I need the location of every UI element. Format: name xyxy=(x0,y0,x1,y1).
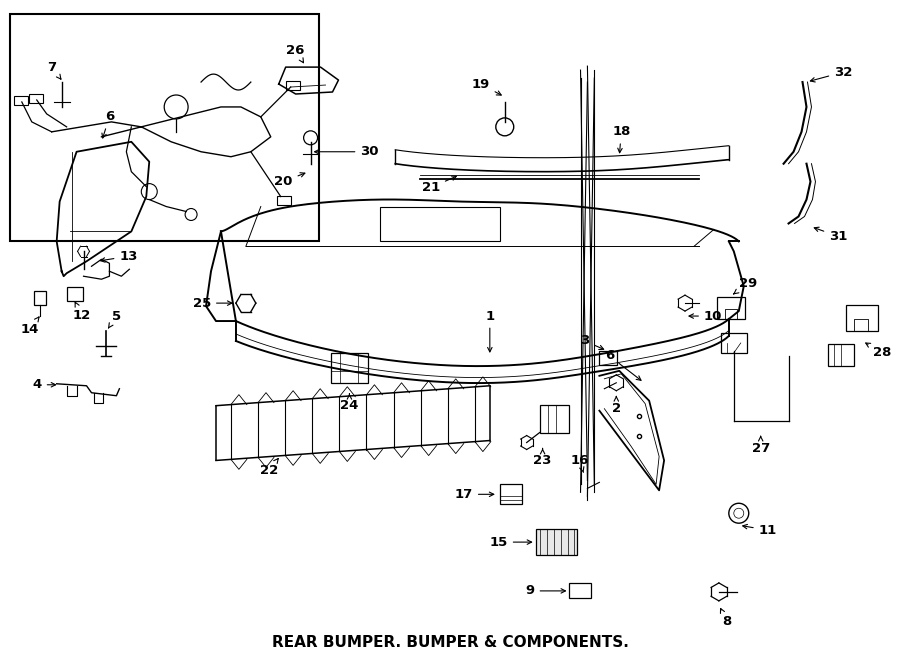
Text: 23: 23 xyxy=(534,448,552,467)
Text: 9: 9 xyxy=(526,584,565,598)
Text: 10: 10 xyxy=(689,309,723,323)
Text: 27: 27 xyxy=(752,436,770,455)
Text: 15: 15 xyxy=(490,535,532,549)
Text: 14: 14 xyxy=(21,317,39,336)
Text: 28: 28 xyxy=(866,343,892,360)
Text: REAR BUMPER. BUMPER & COMPONENTS.: REAR BUMPER. BUMPER & COMPONENTS. xyxy=(272,635,628,650)
Text: 17: 17 xyxy=(454,488,494,501)
Text: 16: 16 xyxy=(571,454,589,473)
Text: 6: 6 xyxy=(605,350,641,380)
Text: 32: 32 xyxy=(810,65,852,82)
Bar xyxy=(500,485,522,504)
Bar xyxy=(599,351,617,365)
Bar xyxy=(381,206,500,241)
Text: 20: 20 xyxy=(274,173,305,188)
Text: 26: 26 xyxy=(286,44,305,63)
Text: 22: 22 xyxy=(259,459,278,477)
Bar xyxy=(330,353,368,383)
Bar xyxy=(10,15,319,241)
Text: 21: 21 xyxy=(422,176,456,194)
Text: 13: 13 xyxy=(101,250,138,263)
Bar xyxy=(29,94,42,103)
Text: 6: 6 xyxy=(102,110,114,138)
Bar xyxy=(717,297,745,319)
Bar xyxy=(828,344,854,366)
Text: 5: 5 xyxy=(109,309,121,328)
Text: 2: 2 xyxy=(612,397,621,415)
Text: 25: 25 xyxy=(193,297,232,309)
Text: 31: 31 xyxy=(814,227,848,243)
Bar xyxy=(570,583,591,598)
Text: 4: 4 xyxy=(32,378,56,391)
Bar xyxy=(285,81,300,90)
Bar xyxy=(721,333,747,353)
Text: 8: 8 xyxy=(721,609,732,628)
Bar xyxy=(14,96,28,105)
Bar xyxy=(540,405,570,432)
Text: 30: 30 xyxy=(315,145,379,158)
Text: 12: 12 xyxy=(72,302,91,321)
Text: 29: 29 xyxy=(734,277,757,294)
Bar xyxy=(276,196,291,204)
Text: 1: 1 xyxy=(485,309,494,352)
Bar xyxy=(846,305,878,331)
Bar xyxy=(34,291,46,305)
Text: 11: 11 xyxy=(742,524,777,537)
Bar xyxy=(536,529,578,555)
Bar xyxy=(67,287,83,301)
Text: 19: 19 xyxy=(472,77,501,95)
Text: 24: 24 xyxy=(340,393,358,412)
Text: 7: 7 xyxy=(47,61,61,79)
Text: 18: 18 xyxy=(612,126,631,153)
Text: 3: 3 xyxy=(580,334,604,350)
